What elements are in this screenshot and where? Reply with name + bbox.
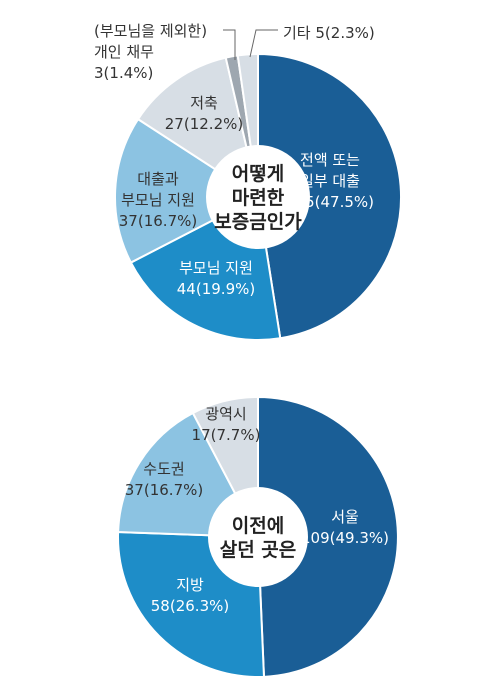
slice-label: 기타 5(2.3%) (283, 24, 375, 42)
pie-slice-1 (257, 395, 399, 678)
slice-label-count: 105 (286, 193, 315, 211)
slice-label-count: 17 (192, 426, 211, 444)
center-label-line: 어떻게 (232, 163, 284, 185)
slice-label-name: 수도권 (143, 460, 184, 478)
slice-label-percent: (12.2%) (184, 115, 243, 133)
donut-hole (206, 145, 310, 249)
slice-label-percent: (49.3%) (330, 529, 389, 547)
slice-label-name: 일부 대출 (300, 172, 360, 190)
slice-label: 수도권 37(16.7%) (125, 460, 203, 499)
pie-slice-1 (257, 52, 402, 340)
leader-line (249, 29, 278, 58)
slice-label-name: 서울 (331, 508, 359, 526)
slice-label-count: 3 (94, 64, 104, 82)
slice-label-count: 58 (151, 597, 170, 615)
slice-label-percent: (26.3%) (170, 597, 229, 615)
center-label: 어떻게 마련한 보증금인가 (214, 163, 302, 233)
slice-label: 광역시 17(7.7%) (192, 405, 261, 444)
center-label-line: 살던 곳은 (220, 539, 297, 561)
slice-label-percent: (47.5%) (315, 193, 374, 211)
center-label-line: 보증금인가 (214, 211, 302, 233)
slice-label-name: 기타 (283, 24, 315, 42)
donut-hole (208, 487, 308, 587)
slice-label: (부모님을 제외한) 개인 채무 3(1.4%) (94, 22, 207, 82)
slice-label-name: (부모님을 제외한) (94, 22, 207, 40)
slice-label-percent: (19.9%) (196, 280, 255, 298)
slice-label-percent: (1.4%) (104, 64, 154, 82)
slice-label-name: 저축 (190, 94, 218, 112)
slice-label-count: 37 (125, 481, 144, 499)
leader-line (223, 29, 236, 60)
slice-label-count: 27 (165, 115, 184, 133)
slice-label-percent: (16.7%) (138, 212, 197, 230)
slice-label-percent: (2.3%) (325, 24, 375, 42)
center-label-line: 마련한 (232, 187, 285, 209)
slice-label-count: 109 (301, 529, 330, 547)
slice-label-name: 부모님 지원 (121, 191, 195, 209)
slice-label-count: 5 (315, 24, 325, 42)
slice-label-name: 지방 (176, 576, 204, 594)
pie-slice-3 (114, 117, 260, 264)
slice-label: 부모님 지원 44(19.9%) (177, 259, 255, 298)
center-label: 이전에 살던 곳은 (220, 515, 297, 561)
center-label-line: 이전에 (232, 515, 284, 537)
slice-label-name: 광역시 (205, 405, 246, 423)
slice-label-name: 개인 채무 (94, 43, 154, 61)
slice-label-count: 44 (177, 280, 196, 298)
slice-label-name: 대출과 (137, 170, 179, 188)
slice-label-percent: (16.7%) (144, 481, 203, 499)
slice-label-percent: (7.7%) (211, 426, 261, 444)
slice-label-name: 부모님 지원 (179, 259, 253, 277)
slice-label-count: 37 (119, 212, 138, 230)
slice-label: 저축 27(12.2%) (165, 94, 243, 133)
slice-label: 서울 109(49.3%) (301, 508, 389, 547)
slice-label-name: 전액 또는 (300, 151, 360, 169)
slice-label: 지방 58(26.3%) (151, 576, 229, 615)
